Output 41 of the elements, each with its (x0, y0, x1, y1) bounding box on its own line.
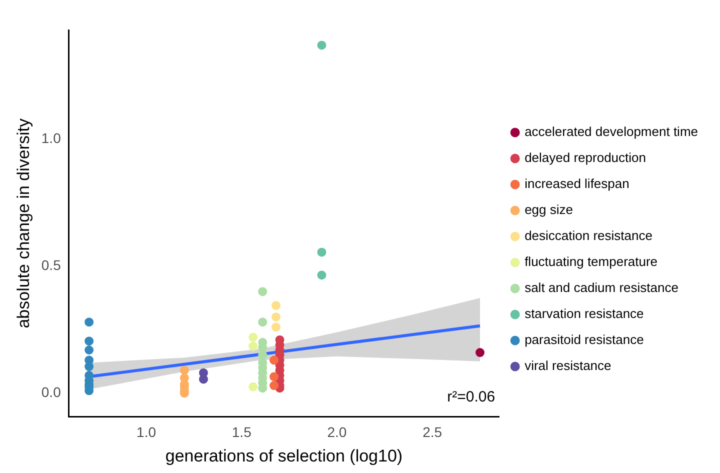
legend-label: accelerated development time (524, 124, 698, 140)
point (270, 356, 279, 365)
point (271, 322, 280, 332)
legend-label: viral resistance (524, 358, 612, 374)
x-tick-label: 2.5 (422, 424, 442, 440)
point (248, 382, 258, 392)
legend-label: desiccation resistance (524, 228, 652, 244)
point (271, 312, 280, 322)
legend-label: increased lifespan (524, 176, 630, 192)
annotation: r²=0.06 (447, 388, 496, 406)
point (248, 342, 258, 351)
legend-label: parasitoid resistance (524, 332, 644, 348)
legend-label: fluctuating temperature (524, 254, 658, 270)
point (270, 372, 279, 382)
point (84, 336, 94, 346)
x-tick-label: 2.0 (327, 424, 347, 440)
point (84, 318, 94, 327)
x-tick-label: 1.0 (136, 424, 156, 440)
y-tick-label: 0.0 (41, 384, 62, 400)
point (317, 40, 326, 50)
point (317, 270, 326, 280)
point (84, 362, 94, 372)
x-axis-title: generations of selection (log10) (165, 446, 403, 466)
point (270, 381, 279, 390)
point (180, 366, 189, 375)
legend-label: egg size (524, 202, 573, 218)
point (258, 287, 268, 296)
point (248, 332, 258, 342)
point (258, 318, 268, 327)
legend-label: salt and cadium resistance (524, 280, 678, 296)
y-axis-title: absolute change in diversity (14, 118, 33, 328)
y-tick-label: 0.5 (41, 257, 62, 274)
y-tick-label: 1.0 (41, 130, 62, 146)
point (317, 248, 326, 257)
point (84, 346, 94, 355)
point (258, 350, 268, 360)
point (476, 348, 484, 358)
point (271, 301, 280, 310)
legend-label: starvation resistance (524, 306, 644, 322)
x-tick-label: 1.5 (232, 424, 252, 440)
legend-label: delayed reproduction (524, 150, 646, 166)
